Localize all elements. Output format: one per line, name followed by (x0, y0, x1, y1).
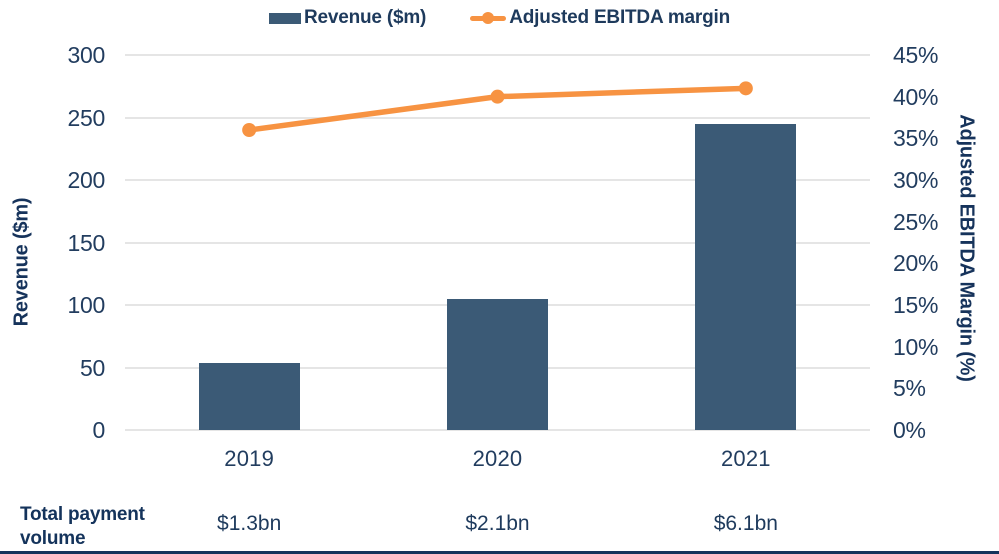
ebitda-dot-icon (482, 12, 495, 24)
legend-item-revenue: Revenue ($m) (268, 7, 427, 29)
right-axis-tick: 35% (893, 125, 939, 152)
bar-2021 (695, 123, 797, 430)
bar-2020 (447, 298, 548, 430)
left-axis-tick: 0 (92, 417, 106, 443)
bar-2019 (198, 362, 300, 430)
footer-value-2019: $1.3bn (217, 512, 282, 535)
left-axis-tick: 150 (67, 229, 106, 256)
bottom-divider (0, 551, 999, 554)
right-axis-tick: 45% (893, 42, 939, 68)
footer-value-2021: $6.1bn (713, 512, 778, 535)
x-label-2019: 2019 (224, 446, 275, 471)
line-point-2019 (242, 123, 257, 137)
right-axis-tick: 25% (893, 208, 939, 235)
gridline (125, 241, 870, 244)
gridline (125, 179, 870, 181)
right-axis-tick: 0% (893, 417, 926, 443)
left-axis-tick: 300 (67, 42, 106, 68)
line-point-2020 (490, 89, 505, 104)
legend-item-ebitda: Adjusted EBITDA margin (470, 7, 730, 29)
right-axis-tick: 10% (893, 333, 939, 360)
legend: Revenue ($m) Adjusted EBITDA margin (0, 7, 999, 29)
right-axis-tick: 15% (893, 292, 939, 318)
left-axis-tick: 200 (67, 167, 106, 193)
right-axis-tick: 5% (893, 375, 926, 402)
right-axis-tick: 20% (893, 250, 939, 277)
legend-label-revenue: Revenue ($m) (303, 7, 427, 28)
gridline (125, 116, 870, 119)
left-axis-tick: 50 (80, 354, 105, 381)
gridline (125, 429, 870, 431)
ebitda-line-swatch-icon (470, 12, 507, 24)
footer-label: Total payment volume (20, 504, 145, 549)
left-axis-tick: 100 (67, 292, 106, 318)
legend-label-ebitda: Adjusted EBITDA margin (509, 7, 730, 28)
line-point-2021 (738, 81, 753, 96)
x-label-2021: 2021 (720, 446, 771, 471)
footer-value-2020: $2.1bn (465, 512, 530, 535)
right-axis-tick: 40% (893, 83, 939, 110)
gridline (125, 54, 870, 56)
x-label-2020: 2020 (472, 446, 523, 471)
left-axis-tick: 250 (67, 104, 106, 131)
revenue-swatch-icon (268, 12, 301, 24)
right-axis-tick: 30% (893, 167, 939, 193)
